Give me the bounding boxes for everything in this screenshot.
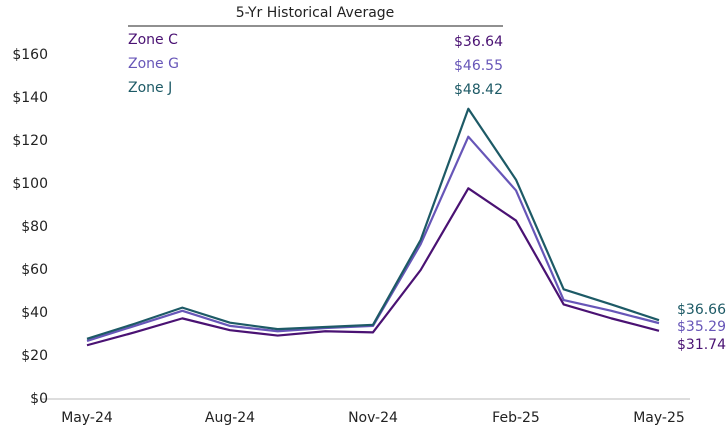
x-tick-label: May-25 — [633, 410, 685, 426]
x-tick-label: May-24 — [61, 410, 113, 426]
y-tick-label: $40 — [21, 305, 48, 321]
x-tick-label: Nov-24 — [348, 410, 398, 426]
x-tick-label: Aug-24 — [205, 410, 255, 426]
legend-value: $48.42 — [454, 82, 503, 98]
y-tick-label: $140 — [12, 90, 48, 106]
legend-value: $36.64 — [454, 34, 503, 50]
legend-title: 5-Yr Historical Average — [236, 5, 395, 21]
y-tick-label: $60 — [21, 262, 48, 278]
y-tick-label: $0 — [30, 391, 48, 407]
end-label: $31.74 — [677, 337, 726, 353]
legend-label: Zone G — [128, 56, 179, 72]
x-tick-label: Feb-25 — [492, 410, 540, 426]
end-label: $35.29 — [677, 319, 726, 335]
series-line — [86, 107, 660, 340]
y-tick-label: $20 — [21, 348, 48, 364]
series-line — [86, 187, 660, 347]
y-tick-label: $160 — [12, 47, 48, 63]
legend-value: $46.55 — [454, 58, 503, 74]
y-tick-label: $120 — [12, 133, 48, 149]
legend-label: Zone C — [128, 32, 178, 48]
end-label: $36.66 — [677, 302, 726, 318]
y-tick-label: $80 — [21, 219, 48, 235]
legend-label: Zone J — [128, 80, 172, 96]
y-tick-label: $100 — [12, 176, 48, 192]
